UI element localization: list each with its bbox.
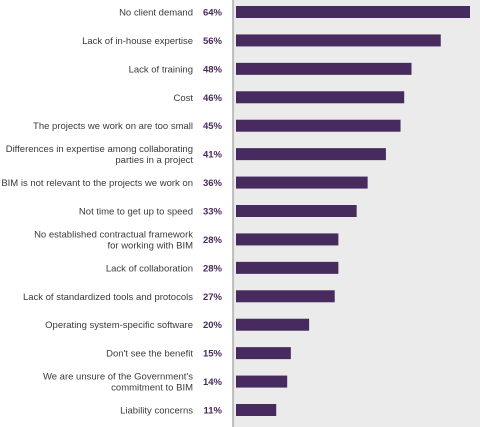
category-label: We are unsure of the Government's — [43, 372, 193, 383]
category-label: Liability concerns — [120, 406, 193, 417]
bar — [236, 233, 339, 246]
category-label: No client demand — [119, 8, 193, 19]
category-label: Don't see the benefit — [106, 349, 193, 360]
bar — [236, 119, 401, 132]
value-label: 28% — [203, 235, 223, 246]
value-label: 28% — [203, 263, 223, 274]
category-label: Lack of in-house expertise — [82, 36, 193, 47]
category-label: commitment to BIM — [111, 383, 193, 394]
value-label: 15% — [203, 349, 223, 360]
bar — [236, 91, 405, 104]
bar — [236, 290, 335, 303]
bar — [236, 176, 368, 189]
bar — [236, 318, 310, 331]
value-label: 46% — [203, 93, 223, 104]
bar — [236, 347, 291, 360]
category-label: BIM is not relevant to the projects we w… — [1, 178, 193, 189]
value-label: 11% — [204, 406, 223, 417]
value-label: 64% — [203, 8, 223, 19]
value-label: 36% — [203, 178, 223, 189]
value-label: 33% — [203, 207, 223, 218]
category-label: parties in a project — [115, 155, 193, 166]
category-label: Operating system-specific software — [45, 320, 193, 331]
category-label: No established contractual framework — [34, 229, 193, 240]
value-label: 56% — [203, 36, 223, 47]
value-label: 48% — [203, 64, 223, 75]
bar — [236, 34, 441, 47]
category-label: Lack of training — [129, 64, 193, 75]
category-label: Cost — [173, 93, 193, 104]
category-label: The projects we work on are too small — [33, 121, 193, 132]
bar — [236, 62, 412, 75]
value-label: 45% — [203, 121, 223, 132]
category-label: Not time to get up to speed — [79, 207, 193, 218]
bar — [236, 375, 288, 388]
category-label: Differences in expertise among collabora… — [6, 144, 193, 155]
value-label: 20% — [203, 320, 223, 331]
bar — [236, 261, 339, 274]
bar — [236, 404, 277, 416]
value-label: 41% — [203, 150, 223, 161]
category-label: for working with BIM — [107, 240, 193, 251]
bar — [236, 205, 357, 217]
bar — [236, 6, 470, 18]
value-label: 14% — [203, 377, 223, 388]
category-label: Lack of standardized tools and protocols — [23, 292, 193, 303]
bar — [236, 148, 386, 161]
value-label: 27% — [203, 292, 223, 303]
chart-marks: 64% No client demand 56% Lack of in-house e… — [1, 6, 470, 417]
category-label: Lack of collaboration — [106, 263, 193, 274]
